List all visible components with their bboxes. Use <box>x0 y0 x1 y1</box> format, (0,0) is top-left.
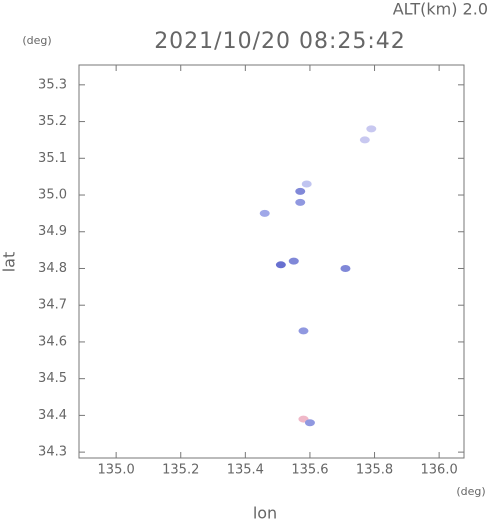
x-tick-label: 135.6 <box>291 463 328 478</box>
x-tick-label: 136.0 <box>421 463 458 478</box>
y-tick-label: 34.9 <box>38 224 67 239</box>
echo-point <box>366 125 377 133</box>
echo-point <box>259 209 270 217</box>
x-tick-label: 135.8 <box>356 463 393 478</box>
y-tick-label: 34.6 <box>38 334 67 349</box>
x-tick-label: 135.0 <box>98 463 135 478</box>
y-tick-label: 35.3 <box>38 77 67 92</box>
echo-point <box>359 136 370 144</box>
subtitle: ALT(km) 2.0 <box>393 0 488 19</box>
y-tick-label: 34.5 <box>38 371 67 386</box>
chart-title: 2021/10/20 08:25:42 <box>154 29 406 54</box>
echo-point <box>298 327 309 335</box>
plot-frame <box>78 64 465 459</box>
echo-point <box>295 187 306 195</box>
y-axis-label: lat <box>0 252 19 273</box>
echo-point <box>301 180 312 188</box>
echo-point <box>304 419 315 427</box>
y-unit: (deg) <box>22 34 51 47</box>
echo-point <box>288 257 299 265</box>
x-unit: (deg) <box>456 485 485 498</box>
y-tick-label: 35.1 <box>38 151 67 166</box>
x-tick-label: 135.4 <box>227 463 264 478</box>
echo-point <box>340 264 351 272</box>
y-tick-label: 34.3 <box>38 445 67 460</box>
y-tick-label: 34.4 <box>38 408 67 423</box>
x-axis-label: lon <box>253 504 277 521</box>
y-tick-label: 34.8 <box>38 261 67 276</box>
y-tick-label: 35.2 <box>38 114 67 129</box>
echo-point <box>275 261 286 269</box>
y-tick-label: 34.7 <box>38 298 67 313</box>
echo-point <box>295 198 306 206</box>
x-tick-label: 135.2 <box>162 463 199 478</box>
y-tick-label: 35.0 <box>38 188 67 203</box>
